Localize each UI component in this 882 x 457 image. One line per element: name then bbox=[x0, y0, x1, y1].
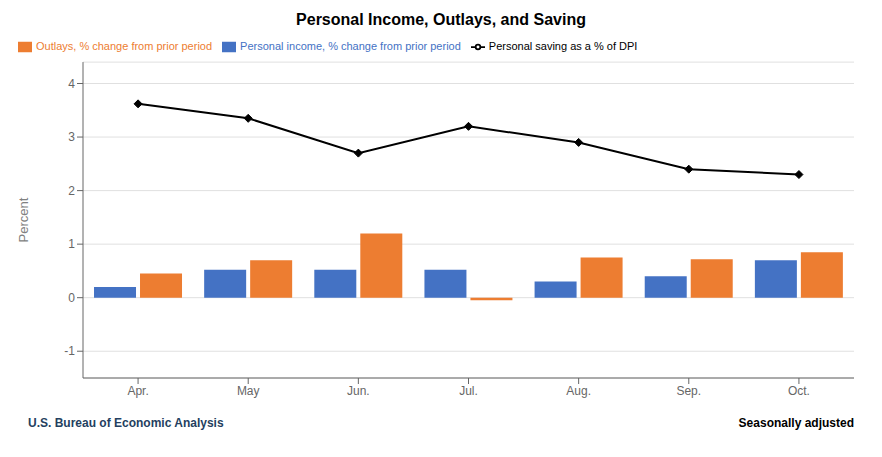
svg-text:Jun.: Jun. bbox=[347, 384, 370, 398]
svg-text:0: 0 bbox=[68, 291, 75, 305]
svg-text:2: 2 bbox=[68, 184, 75, 198]
svg-text:May: May bbox=[237, 384, 260, 398]
html-text:Personal income, % change from: Personal income, % change from prior per… bbox=[240, 40, 461, 52]
svg-text:1: 1 bbox=[68, 237, 75, 251]
svg-text:4: 4 bbox=[68, 77, 75, 91]
html-text:Personal saving as a % of DPI: Personal saving as a % of DPI bbox=[488, 40, 638, 52]
svg-text:-1: -1 bbox=[64, 344, 75, 358]
html-text:U.S. Bureau of Economic Analys: U.S. Bureau of Economic Analysis bbox=[28, 416, 224, 430]
svg-text:Aug.: Aug. bbox=[566, 384, 591, 398]
svg-text:Sep.: Sep. bbox=[676, 384, 701, 398]
html-text:Personal Income, Outlays, and: Personal Income, Outlays, and Saving bbox=[296, 11, 586, 28]
svg-text:Jul.: Jul. bbox=[459, 384, 478, 398]
svg-text:Oct.: Oct. bbox=[788, 384, 810, 398]
svg-text:Percent: Percent bbox=[16, 197, 31, 242]
html-text:Outlays, % change from prior p: Outlays, % change from prior period bbox=[36, 40, 213, 52]
svg-text:3: 3 bbox=[68, 130, 75, 144]
html-text:Seasonally adjusted: Seasonally adjusted bbox=[738, 416, 854, 430]
svg-text:Apr.: Apr. bbox=[127, 384, 148, 398]
